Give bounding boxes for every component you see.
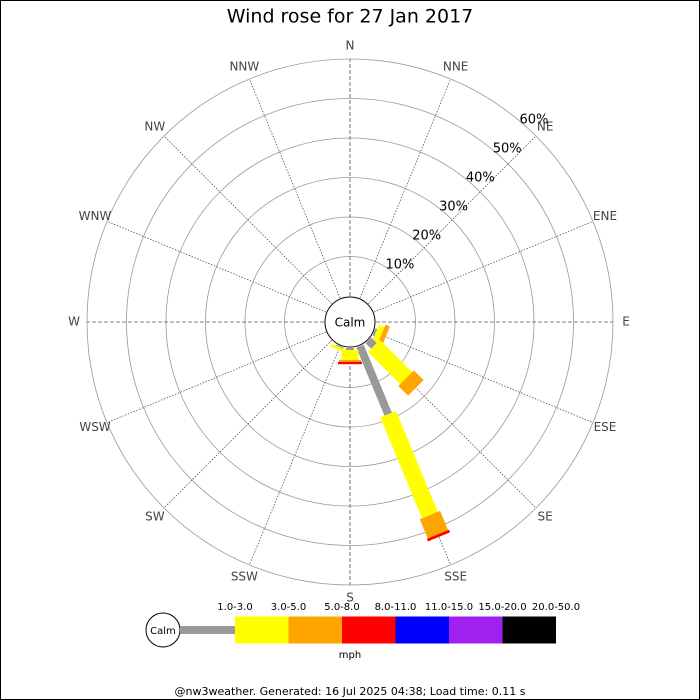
bar-segment	[356, 344, 392, 416]
legend-swatch	[342, 616, 396, 644]
grid-ring	[126, 98, 574, 546]
r-tick-label: 10%	[385, 258, 414, 273]
bar-segment	[372, 328, 378, 337]
direction-label: E	[622, 315, 630, 329]
spoke	[163, 340, 332, 509]
direction-label: N	[346, 39, 355, 53]
direction-label: WNW	[79, 209, 112, 223]
chart-title: Wind rose for 27 Jan 2017	[227, 6, 474, 28]
spoke	[106, 220, 327, 313]
spoke	[248, 78, 341, 299]
bar-segment	[341, 349, 359, 360]
r-tick-label: 20%	[412, 229, 441, 244]
direction-label: SE	[538, 510, 553, 524]
direction-label: W	[68, 315, 80, 329]
r-tick-label: 40%	[466, 171, 495, 186]
r-tick-label: 60%	[520, 112, 549, 127]
legend-label: 11.0-15.0	[425, 602, 473, 613]
direction-label: NNE	[443, 60, 469, 74]
legend-swatch	[235, 616, 289, 644]
spoke	[106, 331, 327, 424]
direction-label: NE	[537, 119, 554, 133]
bar-segment	[372, 324, 385, 343]
calm-circle	[324, 296, 376, 348]
legend-label: 5.0-8.0	[324, 602, 359, 613]
spoke	[373, 331, 594, 424]
legend-calm-label: Calm	[150, 626, 176, 637]
spoke	[373, 220, 594, 313]
bar-segment	[419, 510, 449, 539]
direction-label: ESE	[594, 420, 617, 434]
bar-segment	[365, 337, 377, 349]
bar-segment	[330, 343, 348, 354]
r-tick-label: 30%	[439, 200, 468, 215]
footer: @nw3weather. Generated: 16 Jul 2025 04:3…	[175, 685, 526, 698]
legend-label: 3.0-5.0	[271, 602, 306, 613]
bar-segment	[338, 361, 362, 365]
legend-swatch	[180, 626, 235, 634]
direction-label: NNW	[229, 60, 259, 74]
bar-segment	[398, 370, 424, 396]
legend-unit: mph	[339, 650, 361, 661]
r-tick-label: 50%	[493, 142, 522, 157]
bar-segment	[335, 344, 344, 349]
bar-segment	[339, 359, 361, 362]
legend-label: 20.0-50.0	[532, 602, 580, 613]
bar-segment	[346, 348, 354, 350]
direction-label: S	[346, 591, 354, 605]
legend-swatch	[449, 616, 503, 644]
legend-label: 8.0-11.0	[375, 602, 417, 613]
direction-label: SW	[145, 510, 165, 524]
grid-ring	[205, 177, 495, 467]
direction-label: SSW	[231, 569, 258, 583]
bar-segment	[426, 529, 451, 542]
direction-label: ENE	[593, 209, 617, 223]
spoke	[359, 78, 452, 299]
legend-label: 1.0-3.0	[217, 602, 252, 613]
bar-segment	[367, 339, 413, 385]
legend-swatch	[502, 616, 556, 644]
direction-label: SSE	[444, 569, 467, 583]
bar-segment	[380, 411, 438, 519]
legend-swatch	[395, 616, 449, 644]
legend-label: 15.0-20.0	[478, 602, 526, 613]
spoke	[368, 135, 537, 304]
spoke	[248, 345, 341, 566]
spoke	[163, 135, 332, 304]
direction-label: WSW	[79, 420, 110, 434]
direction-label: NW	[144, 119, 165, 133]
calm-label: Calm	[335, 316, 366, 330]
legend-swatch	[288, 616, 342, 644]
